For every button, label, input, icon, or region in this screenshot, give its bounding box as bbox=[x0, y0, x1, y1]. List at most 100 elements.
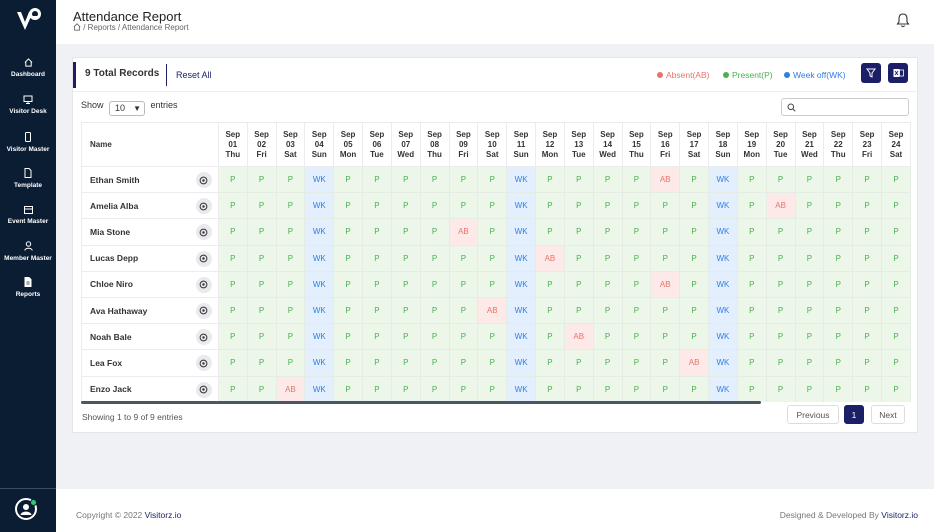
horizontal-scrollbar[interactable] bbox=[81, 401, 761, 404]
view-details-icon[interactable] bbox=[195, 381, 212, 398]
view-details-icon[interactable] bbox=[195, 329, 212, 346]
sidebar-item-reports[interactable]: Reports bbox=[0, 277, 56, 298]
filter-button[interactable] bbox=[861, 63, 881, 83]
attendance-cell: P bbox=[650, 349, 681, 377]
designed-by-text: Designed & Developed By Visitorz.io bbox=[780, 510, 918, 520]
day-header-day: 20 bbox=[776, 139, 786, 149]
view-details-icon[interactable] bbox=[195, 172, 212, 188]
reset-all-link[interactable]: Reset All bbox=[176, 70, 212, 80]
view-details-icon[interactable] bbox=[195, 224, 212, 241]
attendance-cell: P bbox=[275, 349, 306, 377]
attendance-cell: P bbox=[765, 323, 796, 351]
attendance-cell: P bbox=[275, 165, 306, 194]
view-details-icon[interactable] bbox=[195, 198, 212, 215]
next-page-button[interactable]: Next bbox=[871, 405, 905, 424]
day-header-mon: Sep bbox=[369, 129, 385, 139]
attendance-table-wrapper[interactable]: Name Sep 01 Thu Sep 02 Fri Sep 03 Sat Sep 04 Sun Sep… bbox=[81, 122, 911, 402]
view-details-icon[interactable] bbox=[195, 355, 212, 372]
phone-icon bbox=[25, 132, 31, 142]
attendance-cell: P bbox=[362, 296, 392, 325]
attendance-cell: P bbox=[679, 244, 709, 272]
attendance-cell: WK bbox=[506, 323, 536, 351]
attendance-cell: WK bbox=[708, 192, 738, 220]
attendance-cell: AB bbox=[448, 218, 479, 246]
attendance-cell: P bbox=[621, 244, 652, 272]
day-header-mon: Sep bbox=[398, 129, 414, 139]
day-header-dow: Fri bbox=[861, 149, 873, 159]
entries-select[interactable]: 10 ▼ bbox=[109, 101, 146, 116]
previous-page-button[interactable]: Previous bbox=[787, 405, 839, 424]
day-header-dow: Sat bbox=[284, 149, 297, 159]
day-column-header: Sep 13 Tue bbox=[563, 122, 594, 167]
day-header-day: 08 bbox=[430, 139, 440, 149]
sidebar-item-visitor-desk[interactable]: Visitor Desk bbox=[0, 95, 56, 115]
search-input[interactable] bbox=[781, 98, 909, 116]
copyright-label: Copyright © 2022 bbox=[76, 510, 145, 520]
name-column-header[interactable]: Name bbox=[81, 122, 219, 167]
attendance-cell: P bbox=[650, 218, 681, 246]
attendance-cell: WK bbox=[506, 296, 536, 325]
attendance-cell: P bbox=[765, 244, 796, 272]
sidebar-item-dashboard[interactable]: Dashboard bbox=[0, 58, 56, 78]
day-header-mon: Sep bbox=[600, 129, 615, 139]
app-logo[interactable] bbox=[14, 6, 42, 34]
day-header-mon: Sep bbox=[283, 129, 298, 139]
view-details-icon[interactable] bbox=[195, 302, 212, 319]
attendance-cell: P bbox=[217, 349, 248, 377]
attendance-cell: P bbox=[477, 323, 508, 351]
sidebar-item-template[interactable]: Template bbox=[0, 168, 56, 189]
sidebar-item-member-master[interactable]: Member Master bbox=[0, 241, 56, 262]
home-icon[interactable] bbox=[73, 23, 81, 31]
footer: Copyright © 2022 Visitorz.io Designed & … bbox=[56, 489, 934, 532]
employee-name: Lea Fox bbox=[90, 357, 123, 368]
copyright-brand-link[interactable]: Visitorz.io bbox=[144, 510, 182, 520]
attendance-cell: P bbox=[881, 270, 911, 298]
employee-name-cell: Enzo Jack bbox=[81, 375, 219, 402]
attendance-cell: P bbox=[592, 296, 623, 325]
attendance-cell: P bbox=[477, 375, 508, 402]
designed-brand-link[interactable]: Visitorz.io bbox=[881, 510, 918, 520]
page-1-button[interactable]: 1 bbox=[844, 405, 864, 424]
view-details-icon[interactable] bbox=[195, 250, 212, 267]
attendance-cell: P bbox=[217, 375, 248, 402]
page-title: Attendance Report bbox=[73, 9, 182, 24]
sidebar: Dashboard Visitor Desk Visitor Master Te… bbox=[0, 0, 56, 532]
table-row: Lucas Depp P P P WK P P P P P P WK AB P P P P P WK P P P P P P bbox=[81, 244, 911, 272]
attendance-cell: P bbox=[390, 244, 421, 272]
attendance-cell: P bbox=[275, 192, 306, 220]
attendance-cell: P bbox=[362, 244, 392, 272]
day-header-dow: Sat bbox=[687, 149, 701, 159]
attendance-cell: WK bbox=[506, 218, 536, 246]
day-header-mon: Sep bbox=[802, 129, 817, 139]
day-header-mon: Sep bbox=[311, 129, 327, 139]
notification-bell-icon[interactable] bbox=[896, 12, 910, 33]
table-row: Lea Fox P P P WK P P P P P P WK P P P P P AB WK P P P P P P bbox=[81, 349, 911, 377]
day-header-dow: Sun bbox=[513, 149, 529, 159]
attendance-cell: WK bbox=[506, 375, 536, 402]
attendance-cell: P bbox=[852, 296, 882, 325]
sidebar-item-visitor-master[interactable]: Visitor Master bbox=[0, 132, 56, 153]
view-details-icon[interactable] bbox=[195, 276, 212, 293]
legend-weekoff: Week off(WK) bbox=[784, 70, 846, 80]
employee-name: Amelia Alba bbox=[90, 200, 139, 211]
attendance-cell: P bbox=[217, 192, 248, 220]
entries-label: entries bbox=[150, 100, 178, 110]
attendance-cell: P bbox=[535, 296, 565, 325]
attendance-cell: P bbox=[390, 296, 421, 325]
export-excel-button[interactable] bbox=[888, 63, 908, 83]
sidebar-item-event-master[interactable]: Event Master bbox=[0, 205, 56, 225]
attendance-cell: WK bbox=[304, 244, 335, 272]
attendance-cell: P bbox=[563, 296, 594, 325]
breadcrumb-path[interactable]: / Reports / Attendance Report bbox=[81, 23, 189, 32]
attendance-cell: WK bbox=[708, 218, 738, 246]
attendance-cell: P bbox=[679, 165, 709, 194]
day-header-dow: Mon bbox=[743, 149, 760, 159]
attendance-cell: P bbox=[535, 192, 565, 220]
online-status-dot bbox=[30, 499, 37, 506]
attendance-cell: P bbox=[390, 323, 421, 351]
attendance-cell: P bbox=[362, 270, 392, 298]
attendance-cell: WK bbox=[708, 165, 738, 194]
legend-present: Present(P) bbox=[723, 70, 773, 80]
table-row: Ethan Smith P P P WK P P P P P P WK P P P P AB P WK P P P P P P bbox=[81, 165, 911, 194]
home-icon bbox=[24, 58, 32, 67]
